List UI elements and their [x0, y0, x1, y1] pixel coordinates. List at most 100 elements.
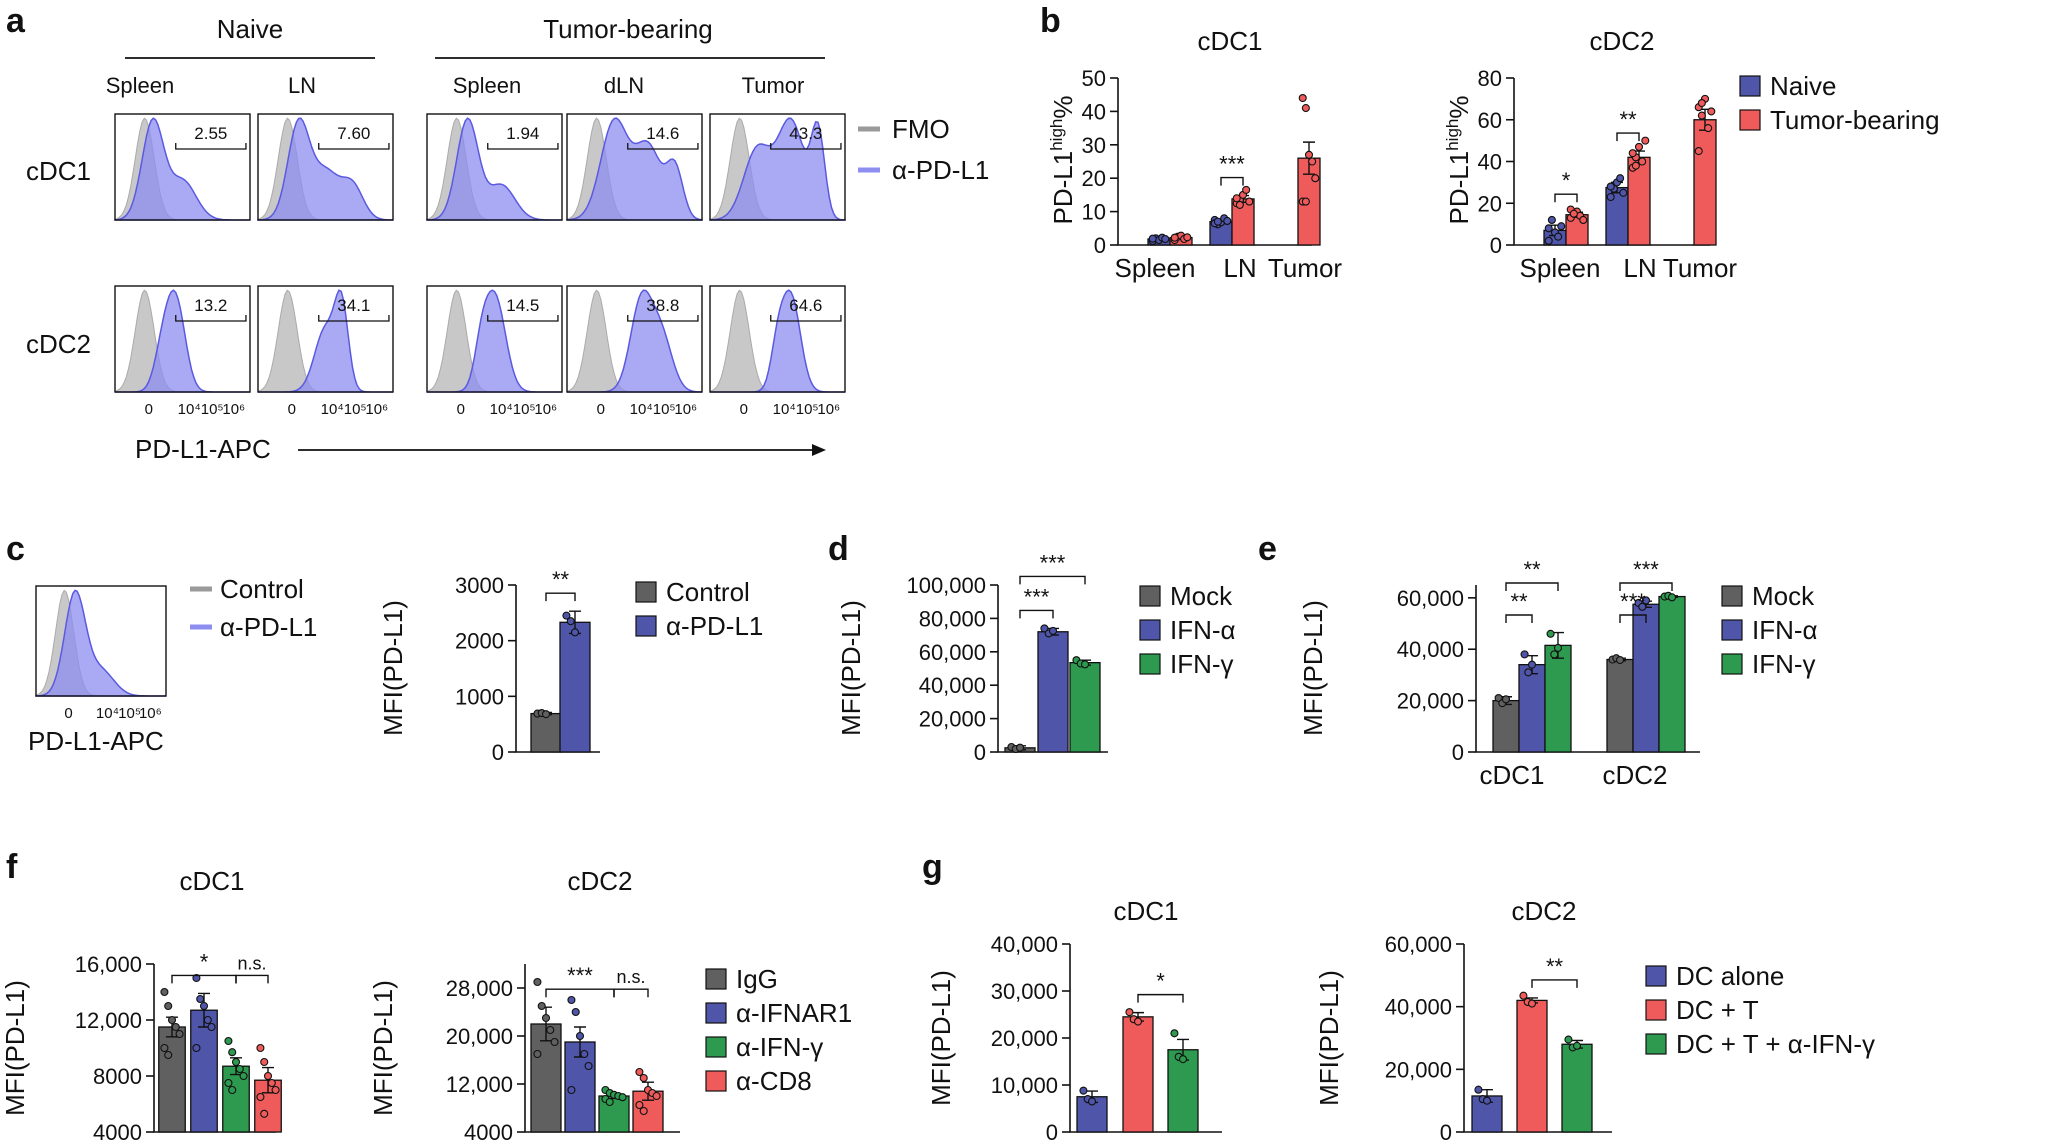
data-point	[1524, 668, 1533, 677]
x-tick-label: LN	[1223, 253, 1256, 283]
bar-ifn-	[1632, 603, 1660, 753]
data-point	[267, 1078, 276, 1088]
arrow-head	[812, 444, 826, 456]
significance-label: **	[1546, 954, 1564, 979]
y-axis-label: PD-L1high%	[1047, 96, 1078, 225]
significance-label: **	[1523, 557, 1541, 582]
histogram-tick: 0	[740, 401, 748, 418]
histogram-tick: 10⁶	[365, 401, 388, 418]
data-point	[203, 1015, 212, 1025]
significance-bracket	[1531, 979, 1578, 988]
data-point	[1183, 233, 1192, 242]
data-point	[1638, 157, 1647, 166]
gate-bracket	[627, 314, 699, 322]
data-point	[1544, 224, 1553, 233]
data-point	[196, 994, 205, 1004]
significance-bracket	[1220, 176, 1244, 186]
data-point	[1615, 655, 1625, 665]
y-tick-label: 12,000	[446, 1072, 513, 1097]
significance-bracket	[1019, 575, 1086, 585]
histogram-tick: 0	[64, 705, 72, 722]
significance-label: *	[200, 949, 209, 974]
data-point	[1704, 124, 1713, 133]
data-point	[1308, 157, 1317, 166]
legend-label: α-PD-L1	[666, 611, 763, 641]
chart-g-8: 0 20,000 40,000 60,000 cDC2 MFI(PD-L1) ** DC al…	[1314, 896, 1875, 1140]
y-tick-label: 40	[1082, 99, 1106, 124]
chart-title: cDC2	[567, 866, 632, 896]
data-point	[224, 1078, 233, 1088]
data-point	[618, 1093, 627, 1102]
data-point	[192, 1043, 201, 1053]
data-point	[1616, 174, 1625, 183]
data-point	[1235, 200, 1244, 209]
data-point	[1553, 643, 1563, 652]
histogram-frame	[426, 113, 563, 221]
data-point	[1557, 222, 1566, 231]
significance-label: **	[552, 567, 570, 592]
y-tick-label: 10	[1082, 200, 1106, 225]
legend-label: IgG	[736, 964, 778, 994]
tissue-label: Spleen	[453, 73, 522, 98]
group-label-tumor: Tumor-bearing	[543, 14, 713, 44]
significance-label: **	[1510, 589, 1528, 614]
y-tick-label: 30,000	[991, 979, 1058, 1004]
row-label: cDC1	[26, 156, 91, 186]
histogram-frame	[709, 113, 846, 221]
data-point	[192, 973, 201, 983]
data-point	[160, 987, 169, 997]
y-tick-label: 0	[1440, 1120, 1452, 1140]
chart-title: cDC1	[1197, 26, 1262, 56]
y-tick-label: 60,000	[1397, 586, 1464, 611]
y-tick-label: 4000	[93, 1120, 142, 1140]
legend-label: IFN-γ	[1752, 649, 1816, 679]
histogram-tick: 0	[145, 401, 153, 418]
data-point	[1641, 596, 1651, 605]
significance-bracket	[545, 988, 615, 998]
significance-label: ***	[1024, 584, 1050, 609]
data-point	[567, 1085, 576, 1095]
data-point	[1579, 215, 1588, 224]
data-point	[160, 1043, 169, 1053]
data-point	[1631, 161, 1640, 170]
y-axis-label: PD-L1high%	[1443, 96, 1474, 225]
histogram-tick: 10⁵	[513, 401, 536, 418]
histogram-tick: 10⁵	[796, 401, 819, 418]
gate-bracket	[487, 314, 559, 322]
data-point	[1550, 650, 1559, 659]
data-point	[584, 1061, 593, 1071]
y-axis-label: MFI(PD-L1)	[836, 600, 866, 736]
histogram-frame	[426, 285, 563, 393]
data-point	[1554, 232, 1563, 241]
bar-control	[530, 712, 562, 753]
significance-label: **	[1619, 107, 1637, 132]
y-tick-label: 0	[1490, 233, 1502, 258]
significance-bracket	[1505, 614, 1533, 623]
y-axis-label: MFI(PD-L1)	[368, 980, 398, 1116]
y-tick-label: 3000	[455, 573, 504, 598]
bar-mock	[1492, 699, 1520, 753]
data-point	[635, 1100, 644, 1110]
significance-bracket	[1505, 582, 1559, 591]
y-tick-label: 40,000	[919, 673, 986, 698]
bar-dc-t	[1122, 1016, 1154, 1133]
y-tick-label: 20,000	[991, 1026, 1058, 1051]
histogram-frame	[709, 285, 846, 393]
y-tick-label: 60,000	[1385, 932, 1452, 957]
y-tick-label: 60,000	[919, 640, 986, 665]
data-point	[164, 1050, 173, 1060]
significance-label: ***	[1040, 550, 1066, 575]
significance-bracket	[1619, 582, 1673, 591]
data-point	[639, 1106, 648, 1116]
data-point	[567, 995, 576, 1005]
group-label-naive: Naive	[217, 14, 283, 44]
data-point	[639, 1073, 648, 1083]
bar-ifn-	[1544, 644, 1572, 753]
legend-label: Control	[666, 577, 750, 607]
y-tick-label: 50	[1082, 66, 1106, 91]
data-point	[1148, 234, 1157, 243]
y-tick-label: 40,000	[1385, 995, 1452, 1020]
data-point	[1520, 650, 1529, 659]
